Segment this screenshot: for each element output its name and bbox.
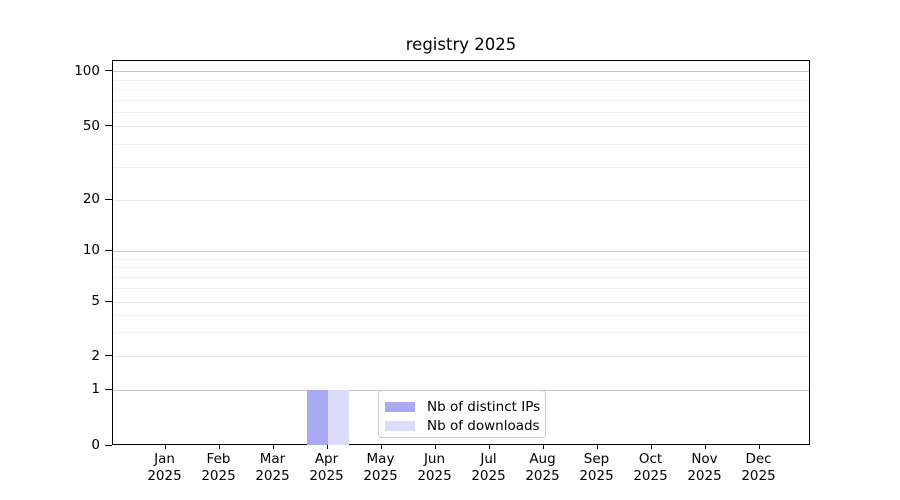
legend: Nb of distinct IPs Nb of downloads [378,390,546,438]
legend-label-downloads: Nb of downloads [427,417,540,434]
legend-entry-downloads: Nb of downloads [379,416,545,435]
y-tick-mark-10 [105,249,112,251]
plot-area [112,60,810,445]
gridline-y-50 [113,126,809,128]
x-tick-mark-aug [542,445,544,449]
y-tick-label-5: 5 [91,293,100,309]
gridline-y-8 [113,267,809,269]
y-tick-label-0: 0 [91,437,100,453]
y-tick-mark-1 [105,388,112,390]
gridline-y-2 [113,356,809,357]
y-tick-label-2: 2 [91,347,100,364]
legend-entry-distinct-ips: Nb of distinct IPs [379,397,545,416]
legend-swatch-downloads [385,420,415,431]
gridline-y-70 [113,99,809,101]
bar-apr-series-1 [327,390,349,445]
x-tick-label-nov: Nov 2025 [687,451,722,484]
y-tick-label-20: 20 [82,191,100,207]
y-tick-mark-20 [105,198,112,200]
y-tick-mark-5 [105,300,112,302]
legend-swatch-distinct-ips [385,401,415,412]
x-tick-mark-apr [326,445,328,449]
y-tick-label-50: 50 [82,117,100,134]
gridline-y-60 [113,111,809,113]
bar-apr-series-0 [306,390,328,445]
gridline-y-90 [113,79,809,81]
x-tick-label-jul: Jul 2025 [471,451,506,484]
x-tick-label-may: May 2025 [363,451,398,484]
gridline-y-20 [113,199,809,201]
x-tick-mark-jan [164,445,166,449]
x-tick-label-aug: Aug 2025 [525,451,560,484]
x-tick-label-feb: Feb 2025 [201,451,236,484]
gridline-y-3 [113,331,809,333]
x-tick-mark-sep [596,445,598,449]
y-tick-mark-50 [105,125,112,127]
gridline-y-6 [113,288,809,290]
x-tick-label-oct: Oct 2025 [633,451,668,484]
gridline-y-9 [113,258,809,260]
x-tick-label-sep: Sep 2025 [579,451,614,484]
x-tick-label-jun: Jun 2025 [417,451,452,484]
gridline-y-10 [113,250,809,252]
gridline-y-5 [113,301,809,303]
x-tick-label-mar: Mar 2025 [255,451,290,484]
x-tick-mark-oct [650,445,652,449]
x-tick-mark-dec [758,445,760,449]
x-tick-mark-nov [704,445,706,449]
x-tick-mark-may [380,445,382,449]
chart-title: registry 2025 [405,35,517,54]
x-tick-label-apr: Apr 2025 [309,451,344,484]
x-tick-label-dec: Dec 2025 [741,451,776,484]
gridline-y-4 [113,314,809,316]
x-tick-mark-feb [218,445,220,449]
x-tick-label-jan: Jan 2025 [147,451,182,484]
y-tick-mark-0 [105,444,112,446]
x-tick-mark-jun [434,445,436,449]
y-tick-label-100: 100 [74,62,100,79]
y-tick-mark-100 [105,70,112,72]
gridline-y-7 [113,276,809,278]
x-tick-mark-jul [488,445,490,449]
x-tick-mark-mar [272,445,274,449]
gridline-y-40 [113,144,809,146]
gridline-y-30 [113,167,809,169]
gridline-y-100 [113,71,809,73]
y-tick-mark-2 [105,355,112,356]
y-tick-label-1: 1 [91,381,100,397]
y-tick-label-10: 10 [82,242,100,259]
gridline-y-80 [113,88,809,90]
legend-label-distinct-ips: Nb of distinct IPs [427,398,541,415]
